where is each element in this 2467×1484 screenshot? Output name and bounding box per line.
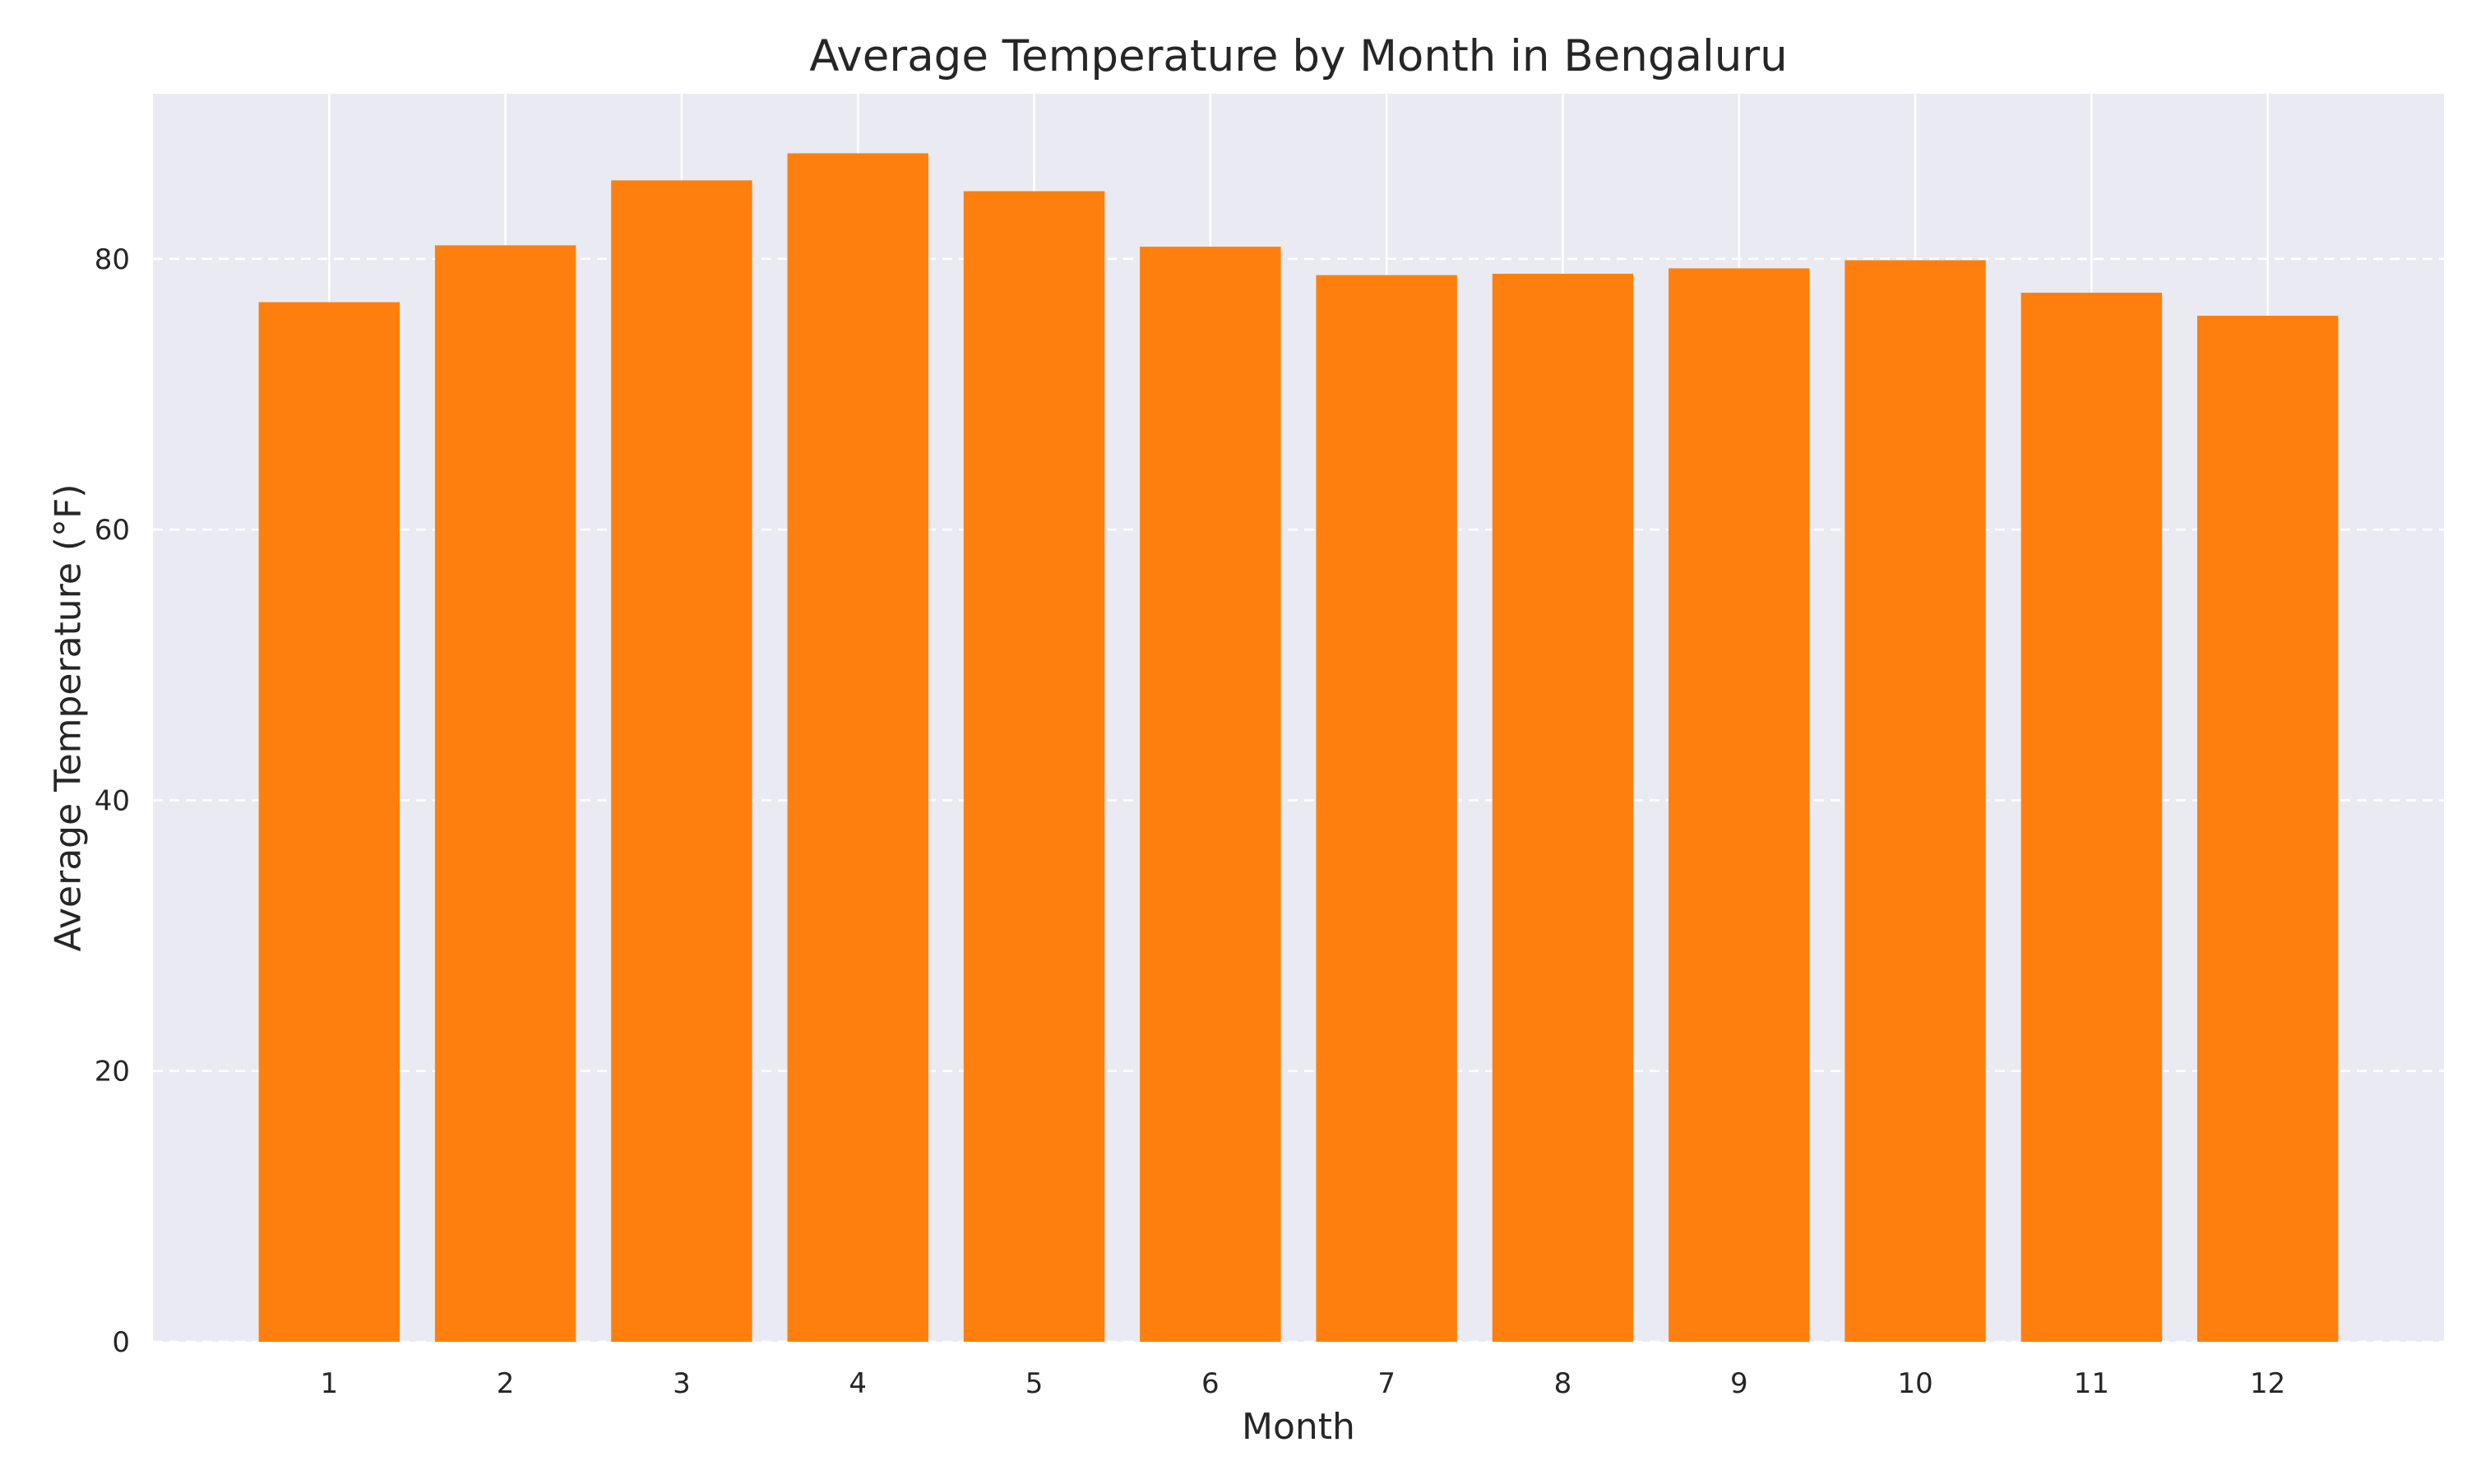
x-axis-label: Month [1242,1406,1355,1448]
bar-month-5 [963,191,1105,1343]
bars [258,153,2339,1343]
x-tick-label: 1 [320,1367,338,1400]
x-tick-label: 5 [1025,1367,1044,1400]
bar-month-10 [1844,260,1986,1342]
bar-month-4 [787,153,928,1343]
chart-title: Average Temperature by Month in Bengalur… [809,31,1787,81]
x-tick-label: 2 [497,1367,515,1400]
bar-month-1 [258,302,400,1342]
bar-month-8 [1492,273,1634,1342]
x-tick-label: 7 [1377,1367,1395,1400]
x-tick-label: 4 [849,1367,867,1400]
bar-month-6 [1140,247,1281,1343]
bar-month-11 [2020,293,2163,1342]
bar-month-3 [611,180,752,1342]
bar-month-9 [1669,268,1810,1342]
x-tick-label: 10 [1897,1367,1932,1400]
y-tick-label: 40 [95,784,130,817]
bar-month-12 [2196,316,2339,1343]
x-tick-label: 8 [1554,1367,1572,1400]
bar-month-2 [434,245,576,1342]
y-tick-label: 80 [95,243,130,276]
y-axis-label: Average Temperature (°F) [47,483,89,951]
y-tick-label: 60 [95,514,130,547]
x-tick-label: 12 [2250,1367,2285,1400]
x-tick-label: 9 [1730,1367,1748,1400]
y-tick-label: 0 [112,1326,130,1359]
x-tick-label: 3 [673,1367,691,1400]
x-axis-ticks: 1 2 3 4 5 6 7 8 9 10 11 12 [320,1367,2285,1400]
bar-month-7 [1316,275,1457,1343]
y-tick-label: 20 [95,1056,130,1089]
y-axis-ticks: 0 20 40 60 80 [95,243,130,1359]
x-tick-label: 6 [1201,1367,1220,1400]
x-tick-label: 11 [2074,1367,2109,1400]
